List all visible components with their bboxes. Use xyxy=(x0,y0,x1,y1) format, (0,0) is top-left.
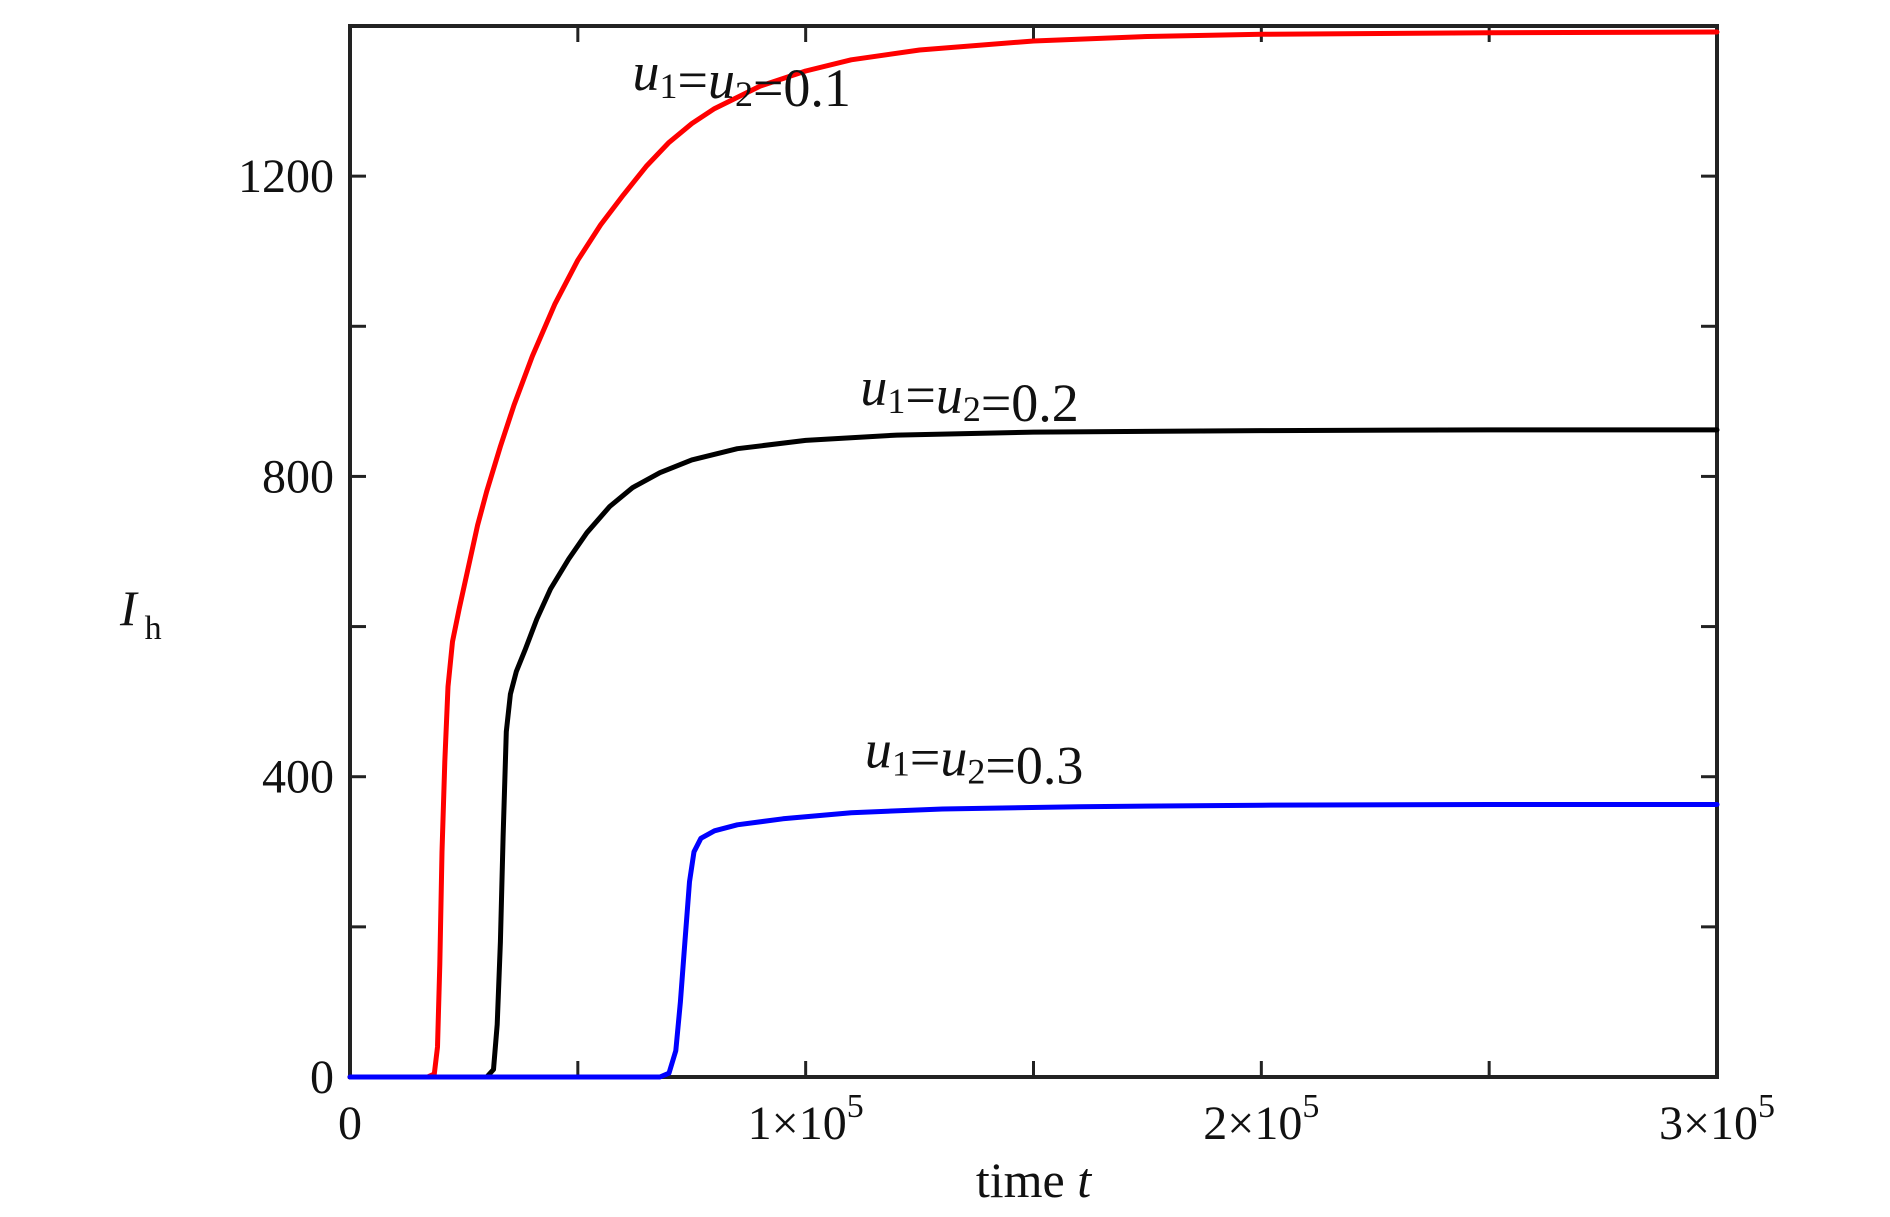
y-tick-label: 400 xyxy=(262,751,334,804)
series-layer xyxy=(347,29,1720,1080)
x-tick-label: 0 xyxy=(338,1097,362,1150)
x-axis-label: time t xyxy=(976,1152,1092,1208)
plot-frame xyxy=(348,24,1719,1079)
tick-marks xyxy=(348,26,1719,1079)
y-tick-label: 800 xyxy=(262,450,334,503)
y-tick-label: 0 xyxy=(310,1051,334,1104)
series-annotation-1: u1=u2=0.1 xyxy=(633,42,851,118)
y-tick-labels: 0 400 800 1200 xyxy=(238,150,334,1104)
x-tick-label: 2×105 xyxy=(1203,1088,1319,1150)
x-tick-label: 3×105 xyxy=(1659,1088,1775,1150)
x-tick-labels: 0 1×105 2×105 3×105 xyxy=(338,1088,1775,1150)
x-tick-label: 1×105 xyxy=(748,1088,864,1150)
y-tick-label: 1200 xyxy=(238,150,334,203)
series-line-3 xyxy=(347,802,1720,1080)
series-line-2 xyxy=(347,427,1720,1080)
series-annotation-3: u1=u2=0.3 xyxy=(865,720,1083,796)
series-annotation-2: u1=u2=0.2 xyxy=(860,357,1078,433)
series-annotations: u1=u2=0.1 u1=u2=0.2 u1=u2=0.3 xyxy=(633,42,1084,796)
series-line-1 xyxy=(347,29,1720,1080)
